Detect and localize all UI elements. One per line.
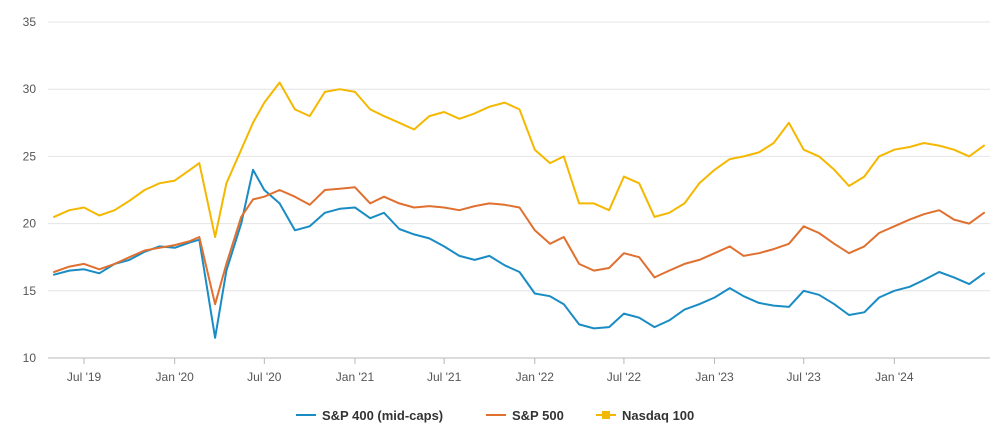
legend-marker [602,411,610,419]
series-line-s-p-400-mid-caps[interactable] [53,168,985,339]
y-tick-label: 15 [23,284,37,298]
x-tick-label: Jul '19 [67,370,102,384]
grid-lines [48,21,990,359]
x-tick-label: Jan '21 [336,370,375,384]
x-tick-label: Jan '22 [516,370,555,384]
y-axis: 10 15 20 25 30 35 [23,15,37,365]
x-tick-label: Jan '24 [875,370,914,384]
x-axis: Jul '19 Jan '20 Jul '20 Jan '21 Jul '21 Jan '… [67,358,914,384]
legend-item[interactable]: Nasdaq 100 [596,408,694,423]
legend-label: S&P 400 (mid-caps) [322,408,443,423]
x-tick-label: Jul '20 [247,370,282,384]
y-tick-label: 20 [23,217,37,231]
series-line-s-p-500[interactable] [53,186,985,306]
x-tick-label: Jul '21 [427,370,462,384]
y-tick-label: 10 [23,351,37,365]
x-tick-label: Jul '22 [607,370,642,384]
legend-item[interactable]: S&P 400 (mid-caps) [296,408,443,423]
y-tick-label: 30 [23,82,37,96]
x-tick-label: Jul '23 [787,370,822,384]
x-tick-label: Jan '23 [695,370,734,384]
series-line-nasdaq-100[interactable] [53,81,985,238]
y-tick-label: 25 [23,149,37,163]
legend-label: S&P 500 [512,408,564,423]
series-lines [53,81,985,339]
y-tick-label: 35 [23,15,37,29]
legend-item[interactable]: S&P 500 [486,408,564,423]
legend-label: Nasdaq 100 [622,408,694,423]
legend[interactable]: S&P 400 (mid-caps) S&P 500 Nasdaq 100 [296,408,694,423]
x-tick-label: Jan '20 [156,370,195,384]
